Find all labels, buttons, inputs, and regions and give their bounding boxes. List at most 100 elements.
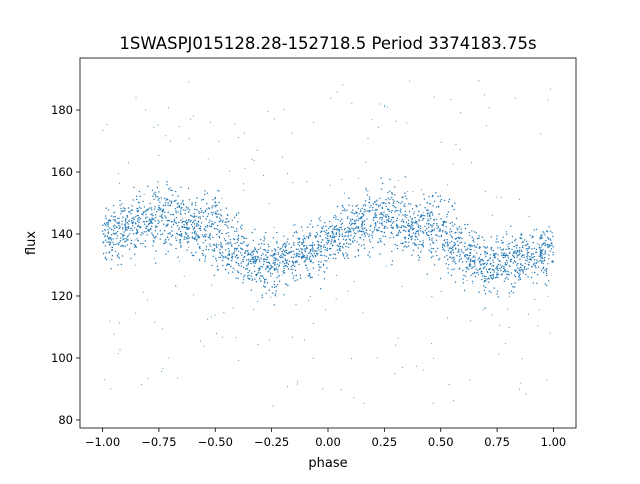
- data-point: [264, 268, 267, 271]
- data-point: [423, 193, 425, 195]
- data-point: [169, 204, 172, 206]
- data-point-outlier: [207, 158, 209, 160]
- data-point: [265, 250, 267, 252]
- data-point: [543, 232, 545, 234]
- data-point: [140, 234, 142, 236]
- data-point: [380, 241, 382, 243]
- data-point: [185, 219, 188, 221]
- data-point: [246, 254, 249, 256]
- data-point-outlier: [244, 132, 246, 134]
- data-point: [359, 237, 362, 239]
- data-point-outlier: [109, 320, 111, 322]
- data-point: [413, 213, 415, 215]
- data-point: [529, 234, 531, 236]
- data-point-outlier: [282, 156, 284, 158]
- data-point: [128, 220, 131, 222]
- data-point: [127, 207, 130, 209]
- data-point: [273, 286, 276, 288]
- data-point: [403, 236, 406, 239]
- data-point: [550, 242, 552, 244]
- data-point: [124, 241, 126, 243]
- data-point: [329, 220, 331, 223]
- data-point: [378, 206, 380, 208]
- data-point: [386, 219, 388, 221]
- data-point: [226, 218, 228, 220]
- data-point: [387, 191, 389, 194]
- data-point: [476, 243, 479, 245]
- data-point: [338, 235, 340, 238]
- data-point: [429, 214, 431, 217]
- data-point: [483, 285, 485, 287]
- data-point-outlier: [215, 333, 217, 334]
- data-point: [155, 250, 157, 252]
- data-point: [451, 268, 453, 271]
- data-point: [128, 211, 130, 213]
- data-point: [152, 218, 154, 220]
- data-point: [126, 214, 128, 217]
- data-point: [221, 259, 224, 262]
- data-point: [504, 268, 506, 271]
- data-point: [295, 248, 298, 250]
- data-point: [303, 254, 305, 257]
- data-point: [266, 256, 268, 258]
- data-point: [332, 236, 334, 239]
- data-point: [335, 225, 338, 227]
- data-point-outlier: [440, 291, 442, 292]
- data-point: [331, 236, 333, 239]
- data-point-outlier: [283, 109, 285, 111]
- data-point-outlier: [339, 250, 341, 251]
- data-point: [288, 260, 291, 262]
- data-point: [478, 291, 480, 293]
- data-point: [360, 217, 362, 219]
- data-point: [552, 254, 554, 256]
- data-point: [463, 274, 465, 277]
- data-point: [146, 234, 148, 236]
- data-point: [220, 209, 222, 211]
- data-point: [114, 220, 116, 222]
- data-point: [125, 226, 128, 229]
- data-point-outlier: [177, 377, 179, 379]
- data-point: [186, 232, 188, 235]
- data-point: [182, 199, 184, 202]
- data-point: [177, 256, 179, 258]
- data-point: [246, 259, 248, 261]
- data-point: [245, 244, 248, 247]
- data-point: [495, 241, 497, 243]
- data-point: [356, 204, 358, 206]
- data-point: [237, 250, 240, 253]
- data-point: [187, 238, 189, 240]
- data-point: [202, 212, 205, 214]
- data-point: [519, 266, 522, 268]
- data-point: [312, 242, 314, 244]
- data-point: [346, 255, 348, 257]
- data-point: [431, 229, 434, 231]
- data-point: [149, 228, 152, 231]
- data-point: [316, 233, 319, 236]
- data-point: [500, 266, 503, 269]
- data-point: [137, 209, 140, 212]
- data-point: [134, 253, 136, 255]
- data-point: [513, 274, 516, 276]
- data-point: [164, 240, 166, 242]
- data-point: [332, 235, 334, 237]
- data-point-outlier: [507, 308, 509, 310]
- data-point: [156, 186, 159, 189]
- data-point: [270, 254, 272, 257]
- data-point: [326, 237, 329, 240]
- data-point: [281, 256, 283, 258]
- data-point: [411, 218, 413, 220]
- data-point: [131, 229, 134, 232]
- x-tick-label: 0.00: [315, 435, 341, 449]
- data-point: [238, 264, 240, 267]
- data-point: [432, 194, 434, 197]
- data-point-outlier: [269, 339, 270, 341]
- data-point: [192, 228, 194, 230]
- data-point-outlier: [386, 106, 388, 108]
- data-point-outlier: [351, 103, 353, 105]
- data-point: [389, 237, 391, 239]
- data-point: [350, 211, 352, 213]
- data-point: [222, 251, 224, 254]
- data-point: [108, 209, 110, 211]
- data-point: [292, 263, 295, 265]
- y-tick-label: 140: [51, 227, 73, 241]
